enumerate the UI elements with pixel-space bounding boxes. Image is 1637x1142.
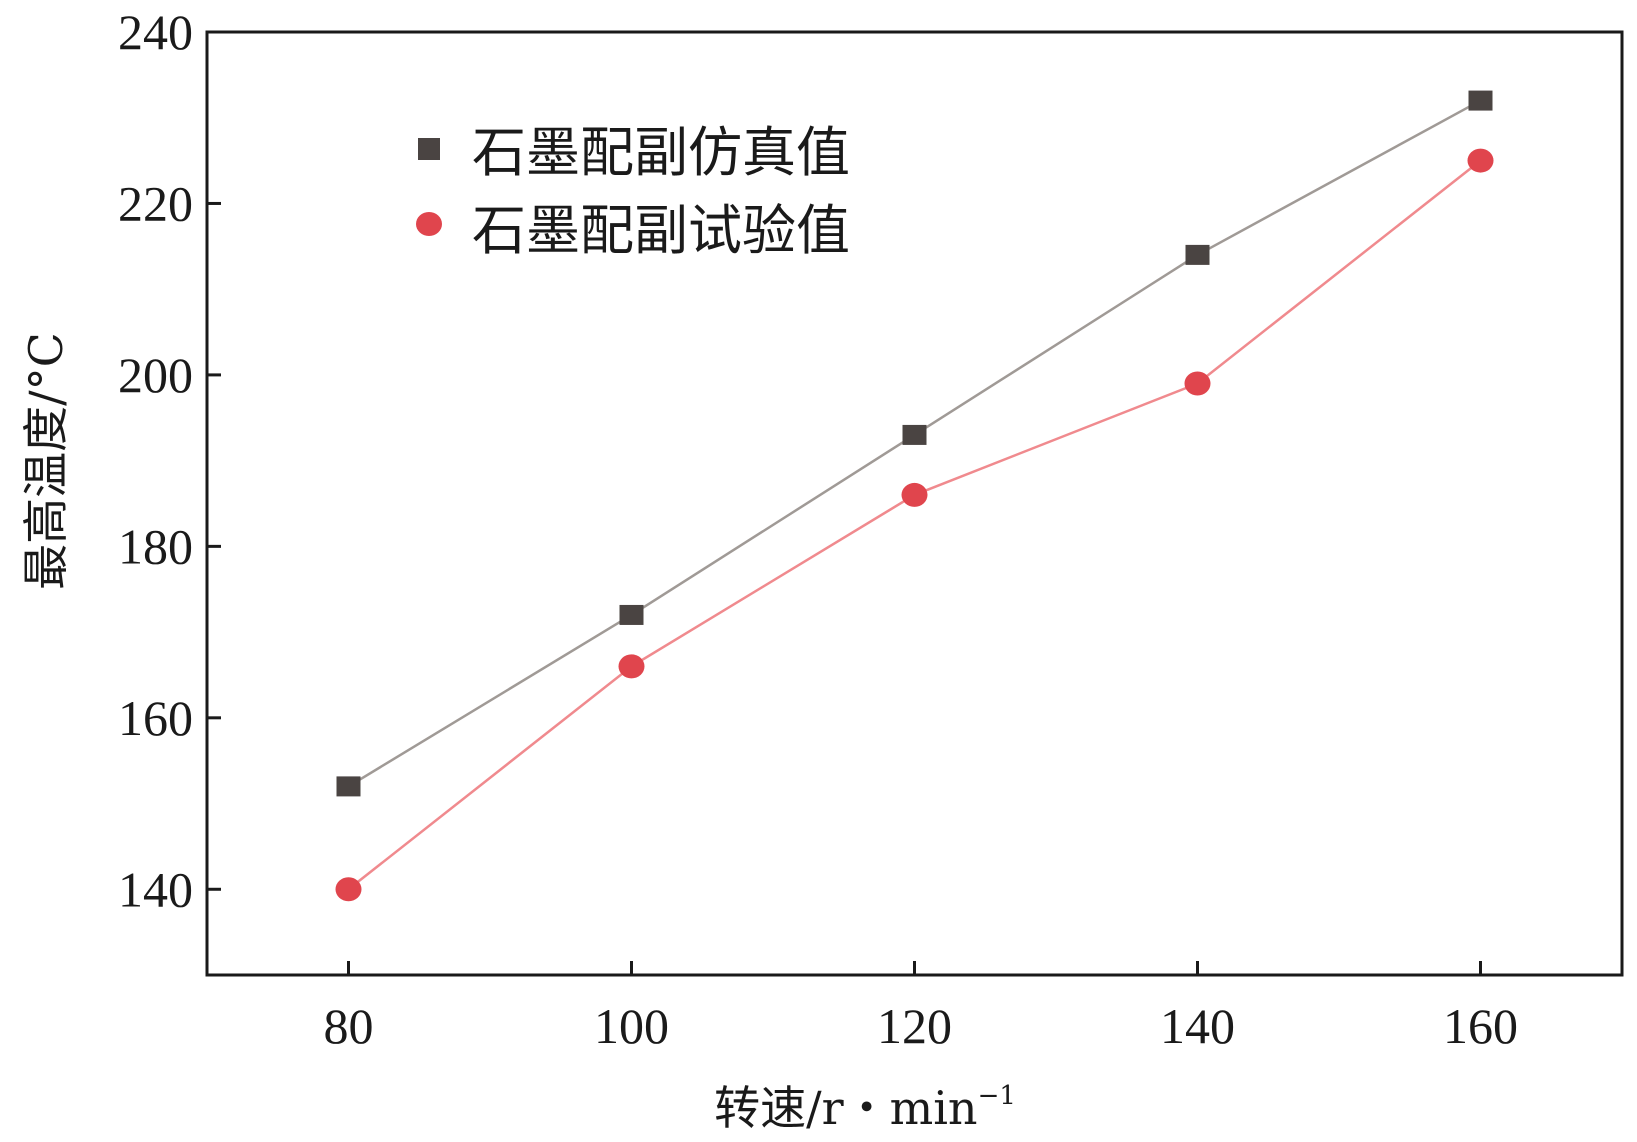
y-tick-label: 140 bbox=[118, 861, 193, 917]
data-point-square bbox=[336, 776, 361, 797]
legend-marker-square bbox=[418, 138, 440, 160]
data-point-circle bbox=[901, 482, 928, 507]
legend-item-experiment: 石墨配副试验值 bbox=[416, 199, 850, 262]
x-axis-title: 转速/r・min−1 bbox=[714, 1081, 1016, 1135]
x-tick-label: 100 bbox=[594, 998, 669, 1054]
x-axis-title-superscript: −1 bbox=[978, 1081, 1016, 1111]
legend-item-simulation: 石墨配副仿真值 bbox=[418, 121, 850, 184]
legend-marker-circle bbox=[416, 212, 442, 236]
y-tick-label: 220 bbox=[118, 175, 193, 231]
legend-label-simulation: 石墨配副仿真值 bbox=[472, 121, 850, 184]
y-tick-label: 240 bbox=[118, 4, 193, 60]
data-point-square bbox=[1185, 244, 1210, 265]
data-point-square bbox=[1468, 90, 1493, 111]
legend-label-experiment: 石墨配副试验值 bbox=[472, 199, 850, 262]
x-axis: 80 100 120 140 160 bbox=[324, 961, 1518, 1054]
data-point-circle bbox=[335, 877, 362, 902]
data-point-circle bbox=[618, 654, 645, 679]
x-axis-title-text: 转速/r・min bbox=[714, 1081, 977, 1135]
data-point-circle bbox=[1184, 371, 1211, 396]
data-point-circle bbox=[1467, 148, 1494, 173]
y-axis: 140 160 180 200 220 240 bbox=[118, 4, 221, 917]
x-tick-label: 140 bbox=[1160, 998, 1235, 1054]
data-point-square bbox=[619, 604, 644, 625]
x-tick-label: 120 bbox=[877, 998, 952, 1054]
series-layer bbox=[335, 90, 1494, 902]
series-line-2 bbox=[347, 159, 1482, 891]
data-point-square bbox=[902, 424, 927, 445]
x-tick-label: 160 bbox=[1443, 998, 1518, 1054]
y-tick-label: 160 bbox=[118, 690, 193, 746]
x-tick-label: 80 bbox=[324, 998, 374, 1054]
y-axis-title: 最高温度/°C bbox=[19, 332, 73, 590]
legend: 石墨配副仿真值 石墨配副试验值 bbox=[416, 121, 850, 262]
y-tick-label: 200 bbox=[118, 347, 193, 403]
y-tick-label: 180 bbox=[118, 518, 193, 574]
